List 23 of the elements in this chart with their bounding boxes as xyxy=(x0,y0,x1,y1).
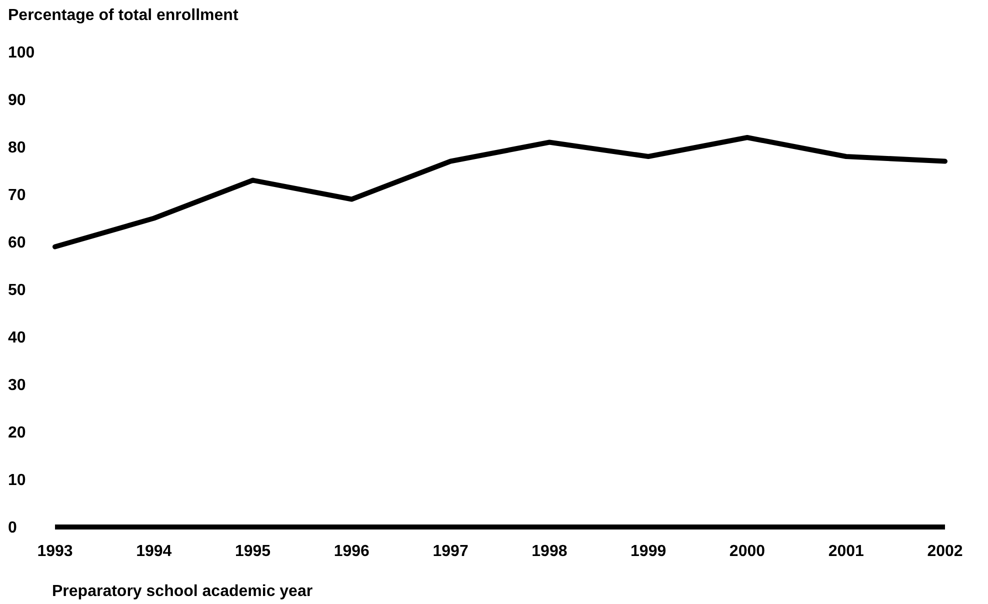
y-tick-label: 40 xyxy=(8,330,26,347)
y-tick-label: 80 xyxy=(8,140,26,157)
x-tick-label: 1993 xyxy=(37,543,73,560)
y-tick-label: 50 xyxy=(8,282,26,300)
y-axis-title: Percentage of total enrollment xyxy=(8,7,239,24)
y-tick-label: 10 xyxy=(8,472,26,490)
x-tick-label: 1995 xyxy=(234,543,271,560)
y-tick-label: 60 xyxy=(8,234,26,252)
x-tick-label: 1998 xyxy=(532,543,568,560)
x-tick-label: 1997 xyxy=(432,543,468,560)
x-tick-label: 2001 xyxy=(828,543,864,560)
y-tick-label: 100 xyxy=(8,44,35,62)
x-tick-label: 1996 xyxy=(334,543,370,560)
y-tick-label: 20 xyxy=(8,424,26,442)
y-tick-label: 70 xyxy=(8,187,26,204)
x-tick-label: 1999 xyxy=(630,543,666,560)
x-axis-title: Preparatory school academic year xyxy=(52,583,313,600)
x-tick-label: 2002 xyxy=(927,543,963,560)
y-tick-label: 0 xyxy=(8,520,17,537)
x-tick-label: 1994 xyxy=(136,543,172,560)
y-tick-label: 30 xyxy=(8,377,26,394)
x-tick-label: 2000 xyxy=(729,543,766,560)
y-tick-label: 90 xyxy=(8,92,26,110)
